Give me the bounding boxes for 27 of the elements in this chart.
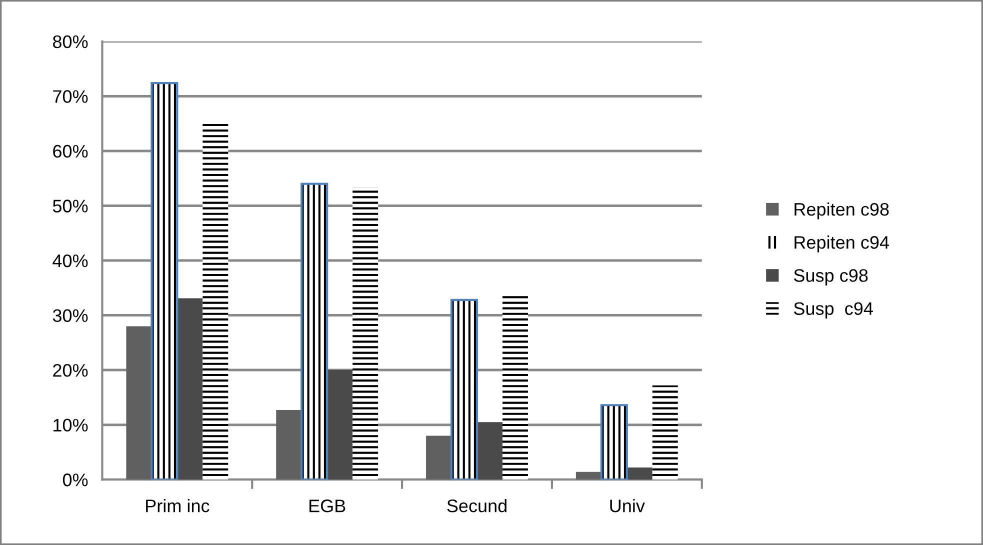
bar — [576, 472, 602, 480]
legend-label: Repiten c94 — [794, 236, 889, 252]
bar — [276, 410, 302, 480]
y-tick-label: 30% — [52, 309, 88, 322]
bar — [626, 468, 652, 480]
y-tick-label: 80% — [52, 35, 88, 48]
bar — [477, 422, 502, 480]
bar — [327, 370, 353, 480]
bar — [177, 298, 203, 480]
legend-label: Susp c98 — [794, 269, 868, 286]
x-tick-label: Univ — [610, 499, 645, 512]
y-tick-label: 20% — [53, 364, 88, 377]
y-tick-label: 50% — [52, 200, 88, 212]
bar — [652, 385, 678, 480]
legend-label: Repiten c98 — [794, 202, 889, 220]
y-tick-label: 0% — [62, 474, 88, 486]
y-tick-label: 70% — [53, 90, 88, 103]
y-tick-label: 60% — [53, 144, 88, 158]
x-tick-label: Prim inc — [146, 499, 210, 512]
y-tick-label: 10% — [54, 418, 88, 432]
bar — [126, 326, 152, 480]
y-tick-label: 40% — [52, 254, 88, 268]
bar — [352, 187, 378, 480]
x-tick-label: Secund — [447, 499, 506, 512]
bar — [426, 436, 452, 480]
legend-label: Susp c94 — [794, 302, 873, 319]
x-tick-label: EGB — [310, 500, 346, 512]
